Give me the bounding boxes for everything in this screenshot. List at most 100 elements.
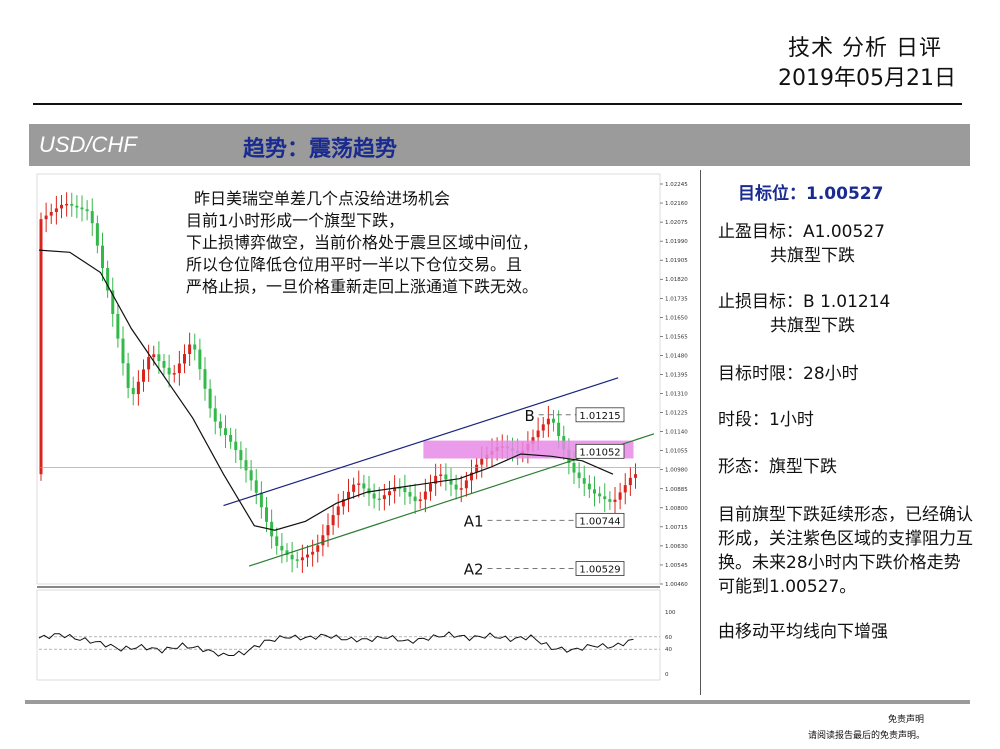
y-axis-tick-label: 1.01395 bbox=[665, 372, 688, 378]
stop-loss-label: 止损目标：B 1.01214 bbox=[718, 292, 891, 312]
candle-body bbox=[75, 205, 79, 208]
level-price-label: 1.00529 bbox=[579, 565, 620, 576]
candle-body bbox=[90, 211, 94, 224]
candle-body bbox=[152, 354, 156, 358]
candle-body bbox=[111, 290, 115, 314]
candle-body bbox=[49, 212, 53, 216]
candle-body bbox=[183, 354, 186, 364]
oscillator-tick-label: 40 bbox=[665, 647, 672, 653]
candle-body bbox=[552, 418, 555, 423]
candle-body bbox=[249, 470, 253, 481]
candle-body bbox=[434, 475, 438, 484]
candle-body bbox=[259, 492, 263, 508]
candle-body bbox=[459, 488, 463, 490]
stop-loss-pattern: 共旗型下跌 bbox=[770, 316, 855, 336]
y-axis-tick-label: 1.01055 bbox=[665, 449, 688, 455]
candle-body bbox=[172, 373, 176, 375]
candle-body bbox=[464, 480, 468, 489]
time-period: 时段：1小时 bbox=[718, 410, 814, 430]
candle-body bbox=[377, 498, 381, 501]
level-price-box bbox=[575, 407, 625, 423]
candle-body bbox=[341, 499, 345, 507]
candle-body bbox=[331, 515, 335, 526]
title-bar: USD/CHF 趋势：震荡趋势 bbox=[29, 124, 970, 166]
note-line-4: 所以仓位降低仓位用平时一半以下仓位交易。且 bbox=[186, 255, 523, 274]
candle-body bbox=[162, 361, 166, 368]
note-line-5: 严格止损，一旦价格重新走回上涨通道下跌无效。 bbox=[186, 277, 539, 296]
candle-body bbox=[101, 245, 104, 269]
disclaimer-text: 请阅读报告最后的免责声明。 bbox=[808, 731, 926, 741]
candle-body bbox=[598, 493, 602, 497]
candle-body bbox=[393, 487, 397, 492]
candle-body bbox=[295, 559, 299, 561]
take-profit-label: 止盈目标：A1.00527 bbox=[718, 222, 885, 242]
y-axis-tick-label: 1.00980 bbox=[665, 468, 688, 474]
time-horizon: 目标时限：28小时 bbox=[718, 364, 859, 384]
candle-body bbox=[608, 499, 612, 502]
candle-body bbox=[290, 554, 294, 560]
panel-divider bbox=[700, 170, 701, 695]
level-letter-label: B bbox=[524, 407, 534, 425]
candle-body bbox=[321, 535, 325, 546]
y-axis-tick-label: 1.00630 bbox=[665, 544, 688, 550]
candle-body bbox=[418, 499, 422, 502]
y-axis-tick-label: 1.01565 bbox=[665, 334, 688, 340]
candle-body bbox=[577, 472, 581, 479]
y-axis-tick-label: 1.00460 bbox=[665, 582, 688, 588]
candle-body bbox=[254, 480, 258, 493]
candle-body bbox=[593, 489, 596, 494]
candle-body bbox=[275, 536, 279, 546]
y-axis-tick-label: 1.02245 bbox=[665, 182, 688, 188]
candle-body bbox=[147, 357, 151, 370]
candle-body bbox=[136, 381, 140, 395]
upper-channel-line bbox=[223, 377, 619, 507]
candle-body bbox=[198, 349, 202, 370]
candle-body bbox=[347, 491, 350, 500]
report-title: 技术 分析 日评 bbox=[788, 36, 942, 61]
candle-body bbox=[213, 408, 217, 422]
outlook-paragraph: 目前旗型下跌延续形态，已经确认形成，关注紫色区域的支撑阻力互换。未来28小时内下… bbox=[718, 505, 973, 597]
y-axis-tick-label: 1.00885 bbox=[665, 487, 688, 493]
candle-body bbox=[582, 478, 586, 484]
candle-body bbox=[177, 363, 181, 374]
candle-body bbox=[39, 219, 43, 475]
target-price: 目标位：1.00527 bbox=[738, 184, 884, 204]
main-plot-frame bbox=[36, 173, 661, 585]
y-axis-tick-label: 1.02160 bbox=[665, 201, 688, 207]
candle-body bbox=[316, 545, 320, 552]
take-profit-block: 止盈目标：A1.00527 共旗型下跌 bbox=[718, 220, 885, 268]
candle-body bbox=[224, 428, 227, 435]
candle-body bbox=[557, 422, 561, 437]
candle-body bbox=[454, 484, 458, 490]
candle-body bbox=[126, 363, 130, 388]
candle-body bbox=[618, 492, 622, 500]
y-axis-tick-label: 1.00545 bbox=[665, 563, 688, 569]
candle-body bbox=[628, 477, 632, 486]
candle-body bbox=[423, 491, 427, 500]
note-line-2: 目前1小时形成一个旗型下跌， bbox=[186, 211, 405, 230]
candle-body bbox=[429, 483, 432, 492]
candle-body bbox=[244, 460, 248, 471]
candle-body bbox=[408, 492, 412, 497]
candle-body bbox=[203, 369, 207, 389]
candle-body bbox=[116, 313, 120, 339]
header-divider bbox=[33, 103, 962, 105]
candle-body bbox=[403, 487, 407, 493]
footer-divider bbox=[25, 700, 970, 704]
oscillator-line bbox=[38, 631, 634, 657]
price-chart: 1.01215 B 1.01052 1.00744 A1 1.00529 A2 1.0224… bbox=[36, 173, 688, 681]
y-axis-tick-label: 1.02075 bbox=[665, 220, 688, 226]
y-axis-tick-label: 1.01310 bbox=[665, 392, 688, 398]
candle-body bbox=[85, 209, 89, 212]
currency-pair: USD/CHF bbox=[39, 132, 137, 157]
level-price-box bbox=[575, 512, 625, 528]
level-letter-label: A1 bbox=[464, 512, 484, 530]
candle-body bbox=[470, 472, 473, 481]
candle-body bbox=[142, 369, 145, 382]
oscillator-tick-label: 0 bbox=[665, 672, 669, 678]
candle-body bbox=[106, 268, 110, 291]
level-price-label: 1.01215 bbox=[579, 411, 620, 422]
candle-body bbox=[413, 496, 417, 502]
candle-body bbox=[285, 550, 289, 555]
oscillator-tick-label: 100 bbox=[665, 610, 676, 616]
